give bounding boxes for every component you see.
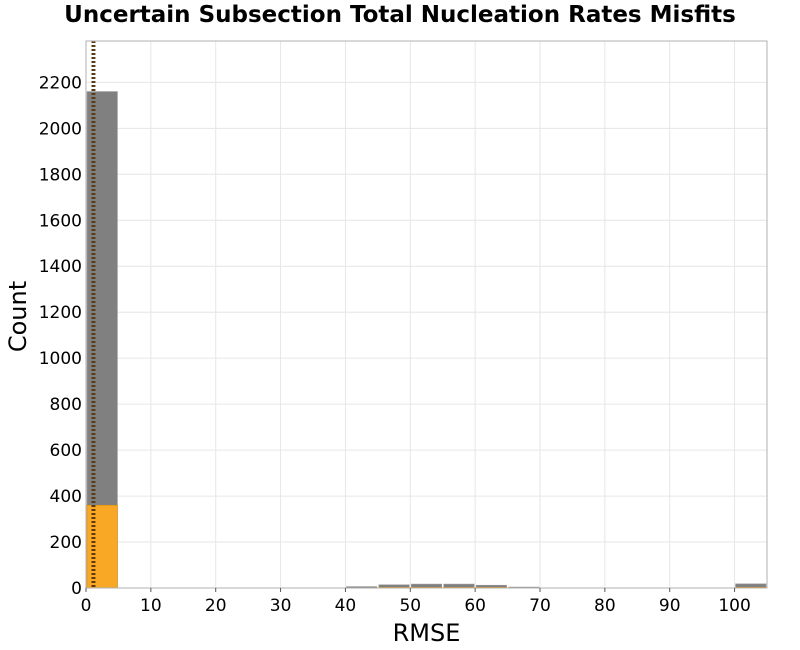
reference-lines bbox=[91, 41, 96, 588]
y-tick-label: 1400 bbox=[39, 257, 82, 277]
x-tick-label: 100 bbox=[718, 596, 750, 616]
histogram-bars bbox=[86, 91, 767, 589]
x-tick-label: 30 bbox=[270, 596, 292, 616]
y-tick-label: 400 bbox=[50, 487, 82, 507]
grid bbox=[85, 41, 767, 589]
y-tick-label: 600 bbox=[50, 441, 82, 461]
x-tick-label: 90 bbox=[659, 596, 681, 616]
y-tick-label: 1200 bbox=[39, 303, 82, 323]
y-tick-labels: 0 200 400 600 800 1000 1200 1400 1600 1800 2000 220… bbox=[39, 73, 82, 599]
y-tick-label: 1600 bbox=[39, 211, 82, 231]
x-tick-label: 70 bbox=[529, 596, 551, 616]
x-tick-label: 50 bbox=[399, 596, 421, 616]
y-tick-label: 200 bbox=[50, 533, 82, 553]
y-tick-label: 800 bbox=[50, 395, 82, 415]
x-tick-label: 0 bbox=[81, 596, 92, 616]
x-tick-label: 60 bbox=[464, 596, 486, 616]
y-tick-label: 1800 bbox=[39, 165, 82, 185]
y-tick-label: 0 bbox=[71, 579, 82, 599]
x-tick-label: 20 bbox=[205, 596, 227, 616]
y-tick-label: 2000 bbox=[39, 119, 82, 139]
x-axis-label: RMSE bbox=[393, 619, 461, 647]
y-axis-label: Count bbox=[4, 281, 32, 352]
plot-frame bbox=[85, 40, 768, 589]
chart-title: Uncertain Subsection Total Nucleation Ra… bbox=[64, 2, 736, 28]
x-tick-label: 10 bbox=[140, 596, 162, 616]
x-tick-labels: 0 10 20 30 40 50 60 70 80 90 100 bbox=[81, 588, 751, 616]
x-tick-label: 80 bbox=[594, 596, 616, 616]
x-tick-label: 40 bbox=[335, 596, 357, 616]
y-tick-label: 2200 bbox=[39, 73, 82, 93]
y-tick-label: 1000 bbox=[39, 349, 82, 369]
